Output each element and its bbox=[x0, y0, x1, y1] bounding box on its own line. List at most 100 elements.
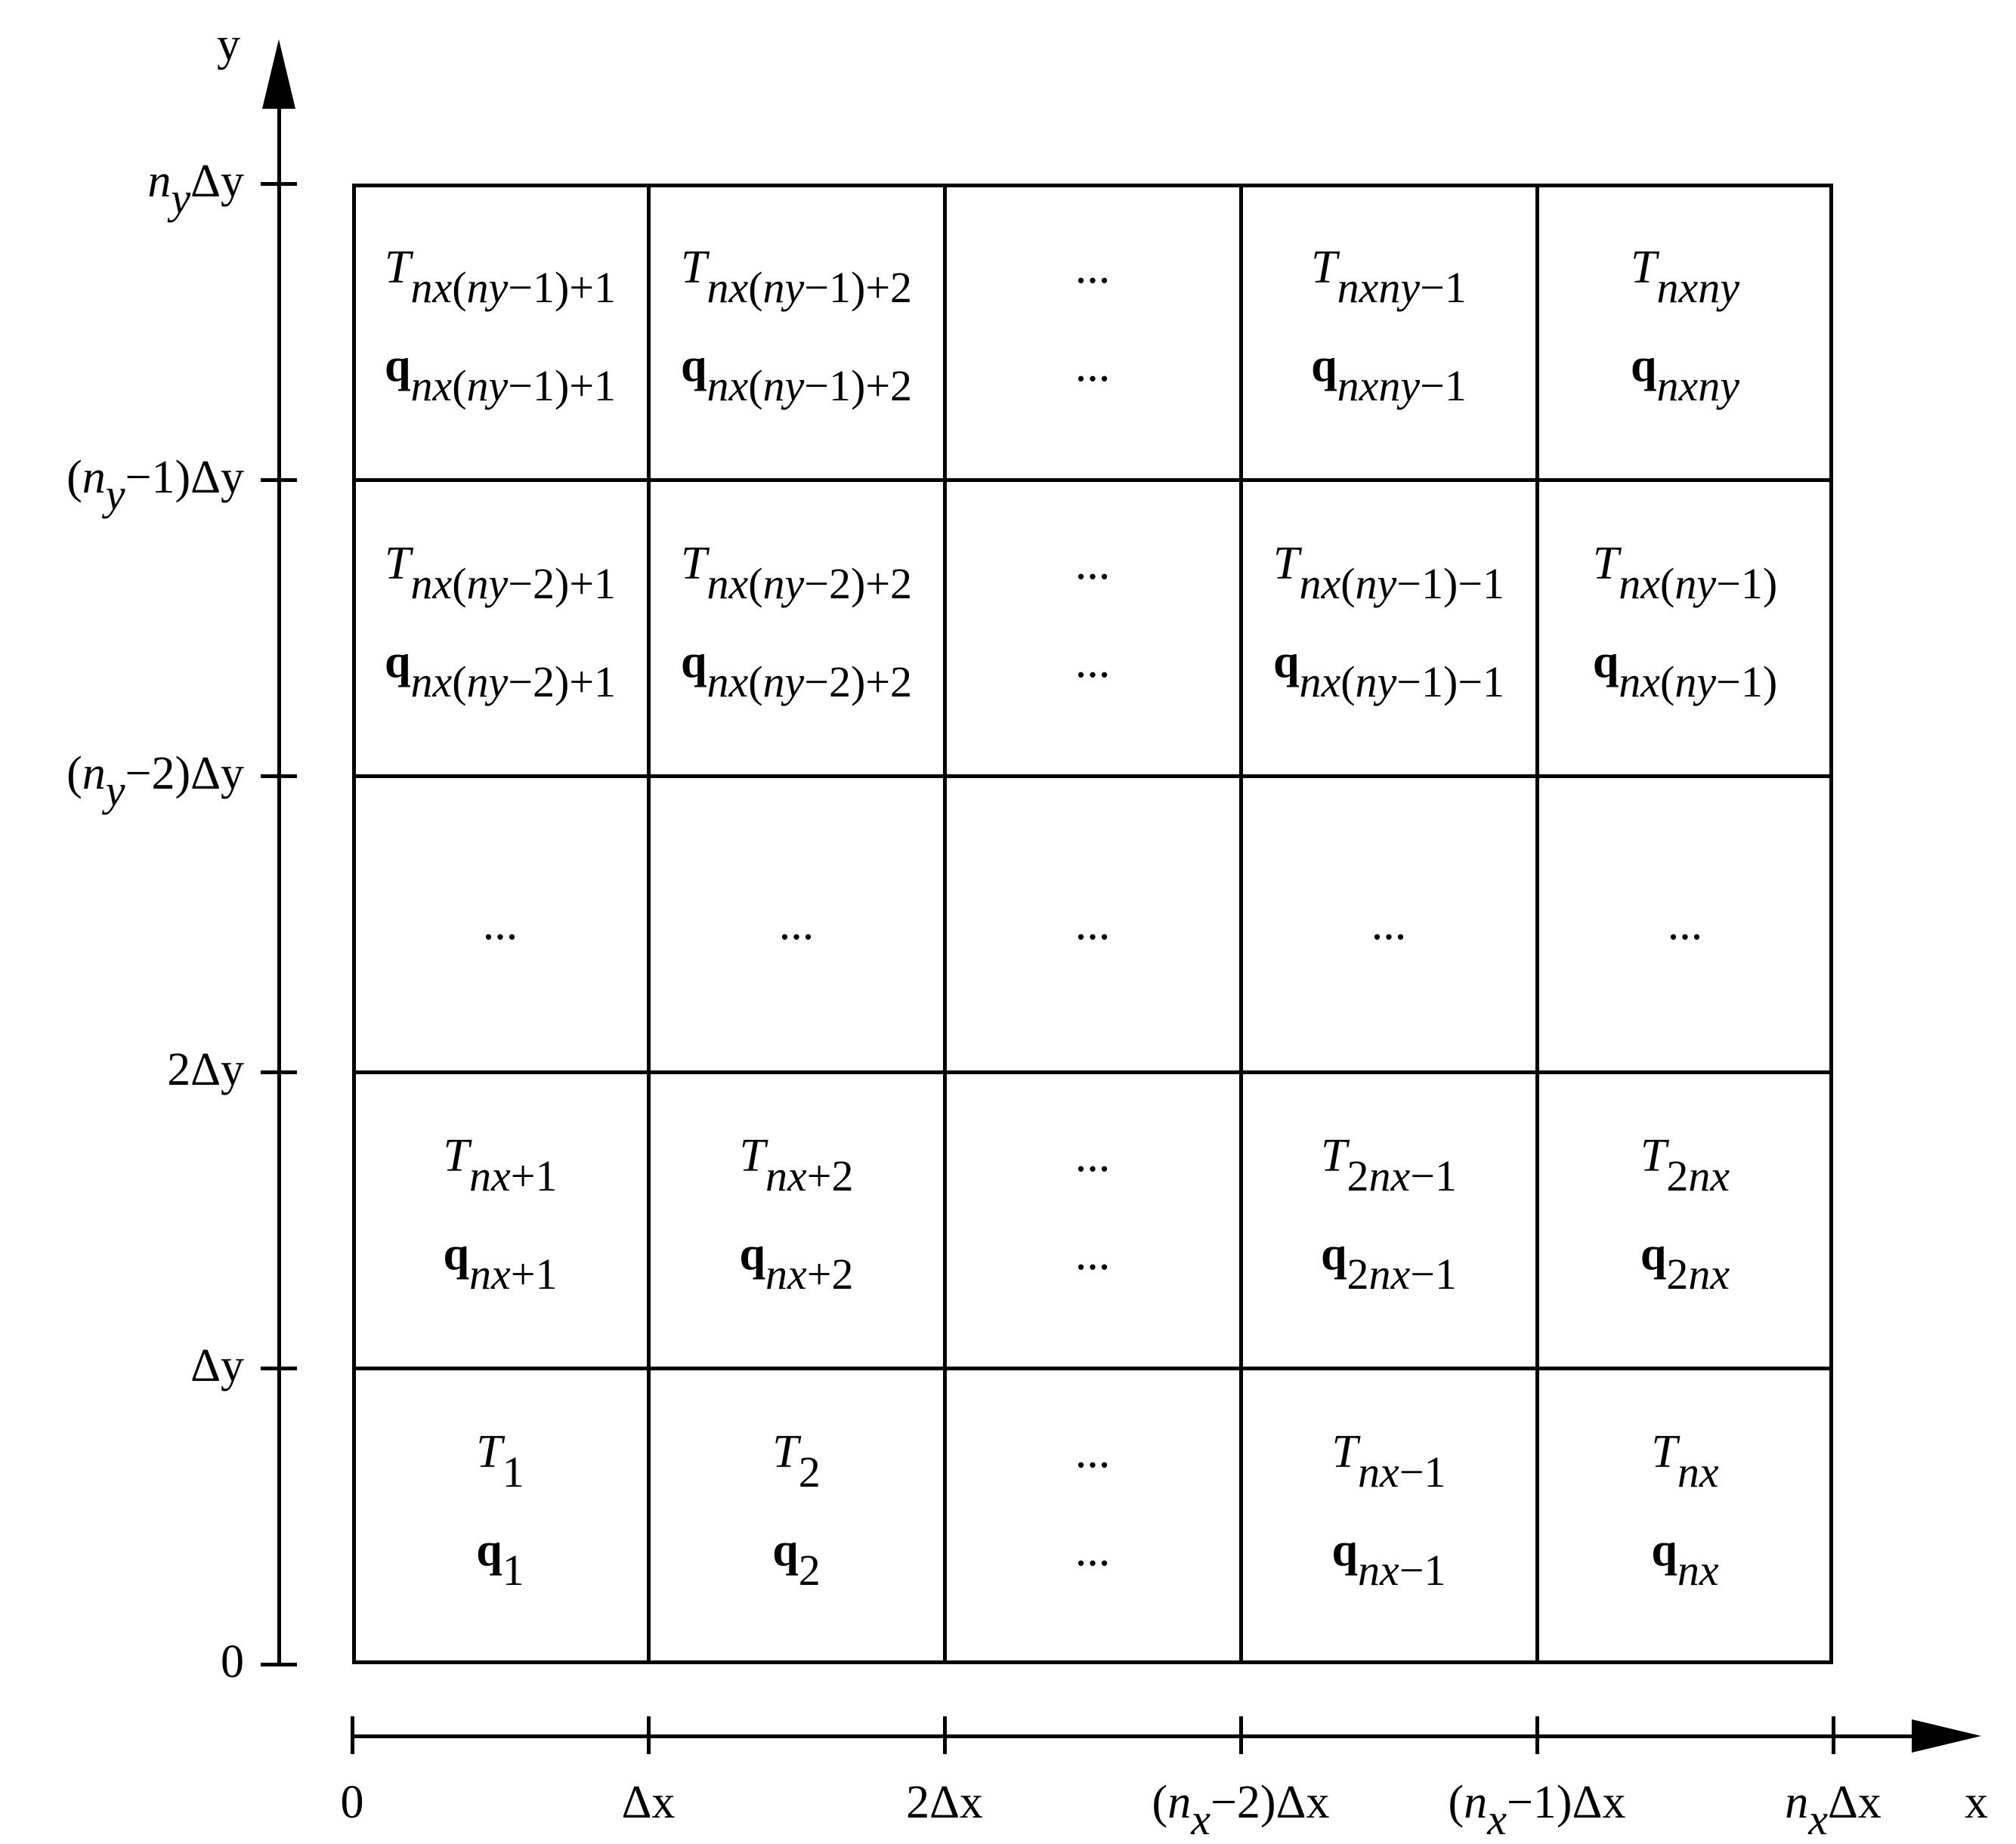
ellipsis: ... bbox=[1667, 898, 1703, 950]
grid-cell: Tnx qnx bbox=[1537, 1368, 1833, 1664]
ellipsis: ... bbox=[1074, 538, 1111, 589]
heat-flux-label: qnx bbox=[1651, 1524, 1719, 1595]
x-tick-label: (nx−1)Δx bbox=[1448, 1777, 1626, 1844]
grid-cell: Tnx(ny−1)−1 qnx(ny−1)−1 bbox=[1241, 480, 1537, 776]
grid-cell: Tnx(ny−1)+1 qnx(ny−1)+1 bbox=[352, 184, 648, 480]
x-tick-mark bbox=[1238, 1716, 1243, 1754]
y-tick-label: (ny−2)Δy bbox=[66, 748, 244, 815]
y-tick-mark bbox=[261, 1070, 297, 1074]
y-tick-label: nyΔy bbox=[147, 156, 244, 223]
ellipsis: ... bbox=[1074, 1228, 1111, 1280]
temperature-label: T1 bbox=[476, 1426, 524, 1497]
grid-vertical-line bbox=[942, 187, 947, 1660]
temperature-label: Tnx bbox=[1651, 1426, 1719, 1497]
heat-flux-label: q2 bbox=[772, 1524, 821, 1595]
ellipsis: ... bbox=[1074, 1524, 1111, 1576]
temperature-label: Tnx(ny−2)+2 bbox=[680, 538, 913, 608]
heat-flux-label: qnx(ny−1) bbox=[1592, 636, 1778, 706]
ellipsis: ... bbox=[1074, 340, 1111, 391]
grid-cell: Tnx(ny−2)+1 qnx(ny−2)+1 bbox=[352, 480, 648, 776]
temperature-label: T2nx−1 bbox=[1321, 1130, 1457, 1200]
temperature-label: Tnx−1 bbox=[1331, 1426, 1446, 1497]
grid-cell: ...... bbox=[945, 1368, 1241, 1664]
grid-horizontal-line bbox=[356, 774, 1829, 778]
x-tick-mark bbox=[1831, 1716, 1835, 1754]
ellipsis: ... bbox=[778, 898, 815, 950]
grid-cell: T2nx q2nx bbox=[1537, 1072, 1833, 1368]
ellipsis: ... bbox=[482, 898, 518, 950]
grid-horizontal-line bbox=[356, 1070, 1829, 1074]
grid-cell: ... bbox=[648, 776, 945, 1072]
y-tick-mark bbox=[261, 1662, 297, 1666]
y-tick-mark bbox=[261, 774, 297, 778]
temperature-label: Tnx(ny−1)−1 bbox=[1272, 538, 1505, 608]
temperature-label: Tnxny bbox=[1631, 242, 1739, 312]
heat-flux-label: q1 bbox=[476, 1524, 524, 1595]
x-tick-label: nxΔx bbox=[1785, 1777, 1881, 1844]
x-tick-mark bbox=[942, 1716, 947, 1754]
heat-flux-label: qnx(ny−1)+2 bbox=[680, 340, 913, 410]
heat-flux-label: qnx(ny−1)−1 bbox=[1272, 636, 1505, 706]
y-axis bbox=[277, 83, 281, 1666]
y-axis-name: y bbox=[217, 19, 240, 70]
grid-cell: Tnx+1 qnx+1 bbox=[352, 1072, 648, 1368]
x-axis-name: x bbox=[1965, 1777, 1988, 1828]
temperature-label: Tnx(ny−1)+1 bbox=[384, 242, 617, 312]
heat-flux-label: qnx−1 bbox=[1331, 1524, 1446, 1595]
grid-horizontal-line bbox=[356, 477, 1829, 482]
grid-horizontal-line bbox=[356, 1366, 1829, 1370]
grid-vertical-line bbox=[1535, 187, 1539, 1660]
x-axis bbox=[352, 1734, 1931, 1738]
grid-cell: ...... bbox=[945, 1072, 1241, 1368]
grid-cell: Tnx(ny−2)+2 qnx(ny−2)+2 bbox=[648, 480, 945, 776]
grid-vertical-line bbox=[646, 187, 651, 1660]
temperature-label: Tnx+2 bbox=[739, 1130, 854, 1200]
grid-cell: Tnx+2 qnx+2 bbox=[648, 1072, 945, 1368]
ellipsis: ... bbox=[1074, 242, 1111, 293]
grid-cell: ... bbox=[1241, 776, 1537, 1072]
x-axis-arrowhead bbox=[1912, 1719, 1981, 1753]
grid-cell: T2nx−1 q2nx−1 bbox=[1241, 1072, 1537, 1368]
temperature-label: T2nx bbox=[1640, 1130, 1730, 1200]
grid-cell: Tnxny qnxny bbox=[1537, 184, 1833, 480]
grid-cell: Tnxny−1 qnxny−1 bbox=[1241, 184, 1537, 480]
grid-cell: T1 q1 bbox=[352, 1368, 648, 1664]
y-tick-label: 2Δy bbox=[167, 1044, 244, 1095]
heat-flux-label: qnx(ny−2)+2 bbox=[680, 636, 913, 706]
grid-cell: ...... bbox=[945, 184, 1241, 480]
y-tick-mark bbox=[261, 181, 297, 186]
ellipsis: ... bbox=[1074, 898, 1111, 950]
y-tick-label: (ny−1)Δy bbox=[66, 452, 244, 519]
heat-flux-label: qnxny−1 bbox=[1311, 340, 1467, 410]
x-tick-mark bbox=[646, 1716, 651, 1754]
x-tick-mark bbox=[350, 1716, 354, 1754]
grid-vertical-line bbox=[1238, 187, 1243, 1660]
x-tick-label: 0 bbox=[340, 1777, 364, 1828]
grid-cell: Tnx−1 qnx−1 bbox=[1241, 1368, 1537, 1664]
grid-cell: Tnx(ny−1)+2 qnx(ny−1)+2 bbox=[648, 184, 945, 480]
y-axis-arrowhead bbox=[262, 39, 295, 109]
temperature-label: Tnxny−1 bbox=[1311, 242, 1467, 312]
y-tick-mark bbox=[261, 477, 297, 482]
grid-cell: Tnx(ny−1) qnx(ny−1) bbox=[1537, 480, 1833, 776]
grid-cell: ... bbox=[945, 776, 1241, 1072]
y-tick-label: 0 bbox=[221, 1636, 244, 1688]
temperature-label: Tnx(ny−1) bbox=[1592, 538, 1778, 608]
y-tick-mark bbox=[261, 1366, 297, 1370]
y-tick-label: Δy bbox=[190, 1340, 244, 1391]
ellipsis: ... bbox=[1074, 636, 1111, 687]
grid-cell: ...... bbox=[945, 480, 1241, 776]
heat-flux-label: qnx+1 bbox=[443, 1228, 558, 1299]
x-tick-label: Δx bbox=[621, 1777, 676, 1828]
heat-flux-label: qnx+2 bbox=[739, 1228, 854, 1299]
temperature-label: Tnx(ny−1)+2 bbox=[680, 242, 913, 312]
x-tick-mark bbox=[1535, 1716, 1539, 1754]
x-tick-label: 2Δx bbox=[906, 1777, 983, 1828]
ellipsis: ... bbox=[1371, 898, 1407, 950]
grid-cell: T2 q2 bbox=[648, 1368, 945, 1664]
temperature-label: T2 bbox=[772, 1426, 821, 1497]
heat-flux-label: qnx(ny−1)+1 bbox=[384, 340, 617, 410]
heat-flux-label: qnxny bbox=[1631, 340, 1739, 410]
temperature-label: Tnx(ny−2)+1 bbox=[384, 538, 617, 608]
